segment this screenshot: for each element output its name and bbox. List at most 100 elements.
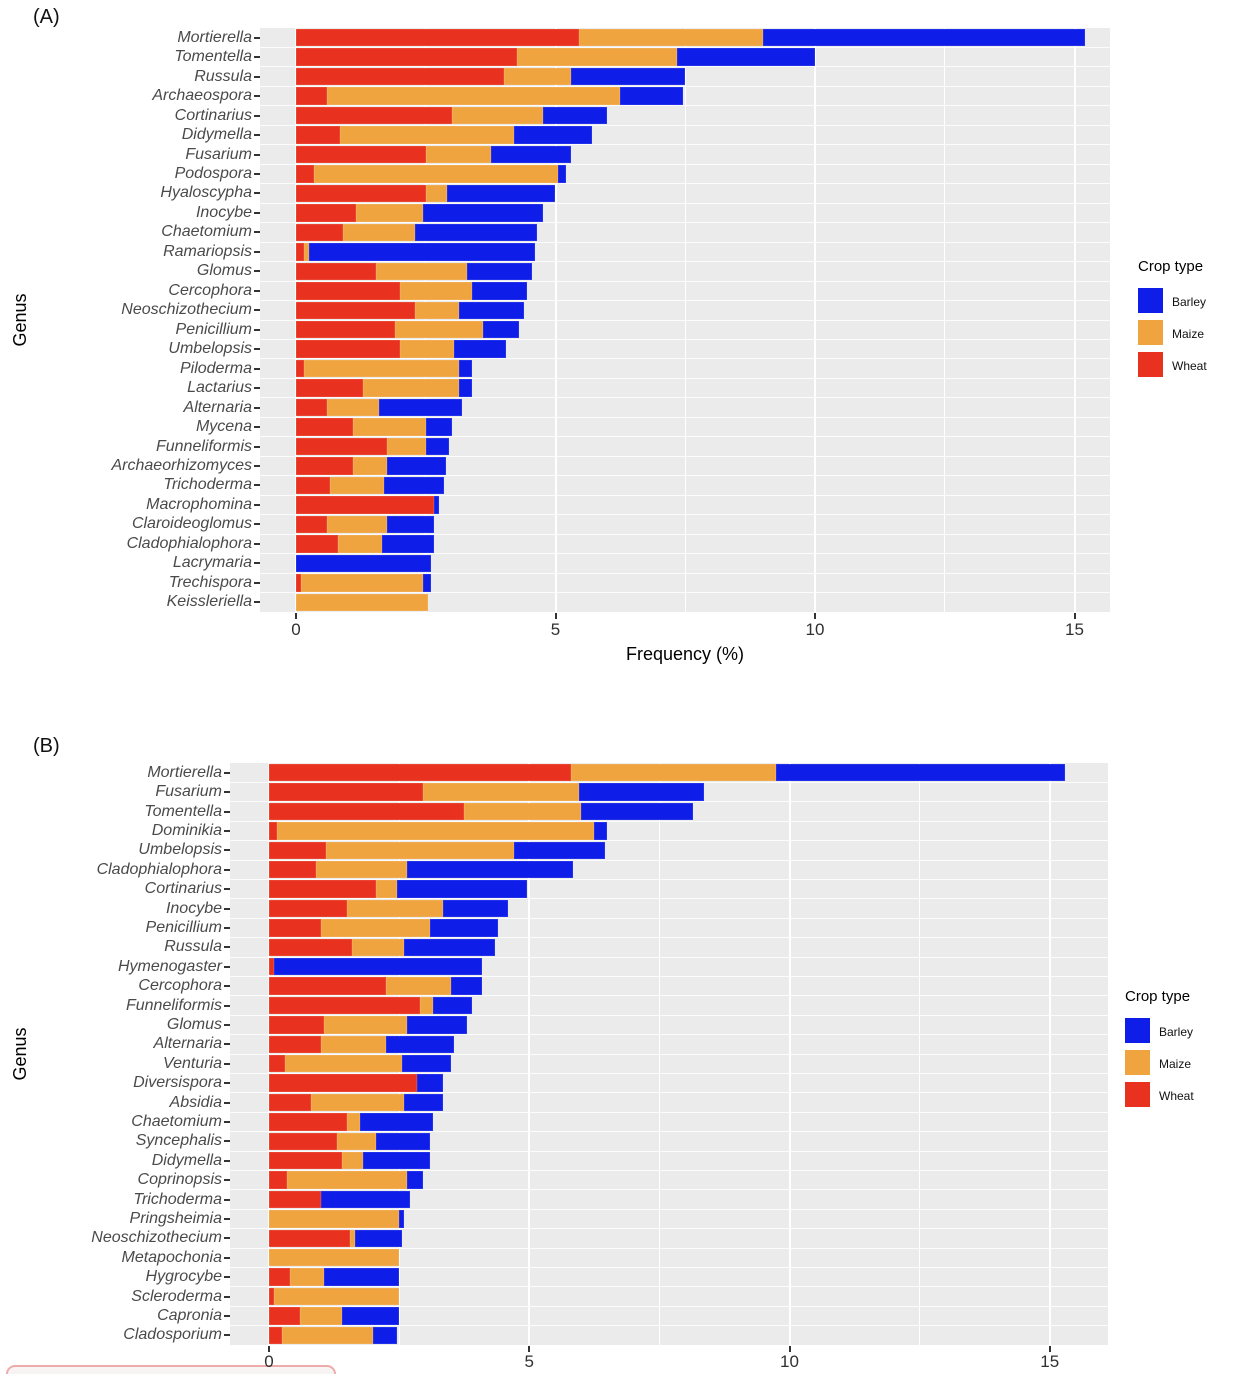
x-tick-mark [1048,1346,1051,1352]
bar-segment-maize [419,996,433,1015]
y-axis-label: Capronia [157,1306,222,1324]
x-tick-mark [295,613,297,619]
y-tick-mark [224,829,230,832]
bar-segment-maize [375,880,397,898]
row-separator [230,1034,1108,1036]
legend-key-barley [1138,288,1163,313]
bar-segment-wheat [296,301,416,320]
bar-segment-barley [296,554,431,573]
y-axis-label: Funneliformis [125,996,222,1014]
y-tick-mark [224,810,230,813]
bar-segment-maize [464,802,582,821]
bar-segment-maize [336,1132,376,1151]
bar-segment-maize [355,204,424,222]
bar-segment-barley [308,243,535,261]
row-separator [260,105,1110,107]
row-separator [230,1208,1108,1210]
y-axis-label: Inocybe [195,203,252,221]
bar-segment-maize [425,184,447,203]
y-axis-label: Lactarius [187,379,252,397]
bar-segment-maize [303,359,460,378]
bar-segment-barley [482,320,520,339]
y-tick-mark [224,1101,230,1104]
bar-segment-maize [287,1171,407,1189]
bar-segment-wheat [269,1171,288,1189]
y-axis-label: Tomentella [144,802,222,820]
legend-label-maize: Maize [1159,1057,1192,1071]
row-separator [230,1111,1108,1113]
y-tick-mark [224,985,230,988]
row-separator [230,1072,1108,1074]
bar-segment-barley [467,262,533,281]
x-tick-mark [554,613,557,619]
bar-segment-barley [399,1210,405,1228]
y-axis-label: Trichoderma [133,1190,222,1208]
y-axis-label: Piloderma [179,359,252,377]
bar-segment-maize [347,1113,361,1131]
y-tick-mark [224,1120,230,1123]
bar-segment-maize [415,301,460,320]
bar-segment-barley [513,841,605,860]
bar-segment-maize [399,282,473,300]
bar-segment-maize [326,841,514,860]
x-tick-label: 15 [1040,1352,1060,1371]
row-separator [230,1325,1108,1327]
horizontal-scrollbar-thumb[interactable] [6,1365,336,1374]
row-separator [230,801,1108,803]
bar-segment-wheat [296,223,343,242]
bar-segment-wheat [269,919,322,937]
y-axis-title: Genus [10,293,30,347]
y-axis-label: Tomentella [174,48,252,66]
y-tick-mark [224,926,230,929]
row-separator [230,859,1108,861]
bar-segment-barley [443,899,509,918]
bar-segment-wheat [269,938,353,957]
y-tick-mark [254,153,260,156]
y-axis-label: Funneliformis [155,437,252,455]
bar-segment-wheat [296,204,356,222]
x-axis-title: Frequency (%) [625,644,745,664]
row-separator [260,358,1110,360]
bar-segment-barley [406,1016,467,1034]
bar-segment-maize [353,457,387,475]
bar-segment-barley [430,919,498,937]
y-axis-label: Glomus [196,262,252,280]
row-separator [260,144,1110,146]
bar-segment-maize [347,899,444,918]
bar-segment-maize [296,593,429,612]
bar-segment-barley [581,802,694,821]
bar-segment-barley [677,48,815,66]
row-separator [230,1286,1108,1288]
y-tick-mark [224,965,230,968]
bar-segment-maize [570,763,777,782]
y-tick-mark [254,601,260,604]
legend-label-barley: Barley [1172,295,1207,309]
y-tick-mark [254,523,260,526]
row-separator [260,338,1110,340]
row-separator [230,878,1108,880]
bar-segment-wheat [296,418,354,436]
bar-segment-barley [425,437,450,456]
bar-segment-wheat [269,1307,301,1325]
bar-segment-barley [620,87,683,105]
bar-segment-barley [571,67,686,86]
y-tick-mark [224,1198,230,1201]
bar-segment-maize [363,379,460,397]
y-axis-label: Archaeospora [152,87,252,105]
y-axis-label: Hyaloscypha [160,184,252,202]
row-separator [260,241,1110,243]
y-tick-mark [224,888,230,891]
bar-segment-wheat [269,996,420,1015]
bar-segment-maize [276,822,595,840]
bar-segment-wheat [296,496,434,514]
x-tick-label: 0 [291,620,301,639]
bar-segment-maize [516,48,678,66]
y-axis-label: Absidia [169,1093,222,1111]
bar-segment-maize [578,28,764,47]
bar-segment-barley [375,1132,431,1151]
bar-segment-wheat [269,1054,285,1073]
row-separator [260,397,1110,399]
y-axis-label: Diversispora [133,1074,222,1092]
bar-segment-barley [362,1151,431,1170]
bar-segment-maize [422,783,579,801]
